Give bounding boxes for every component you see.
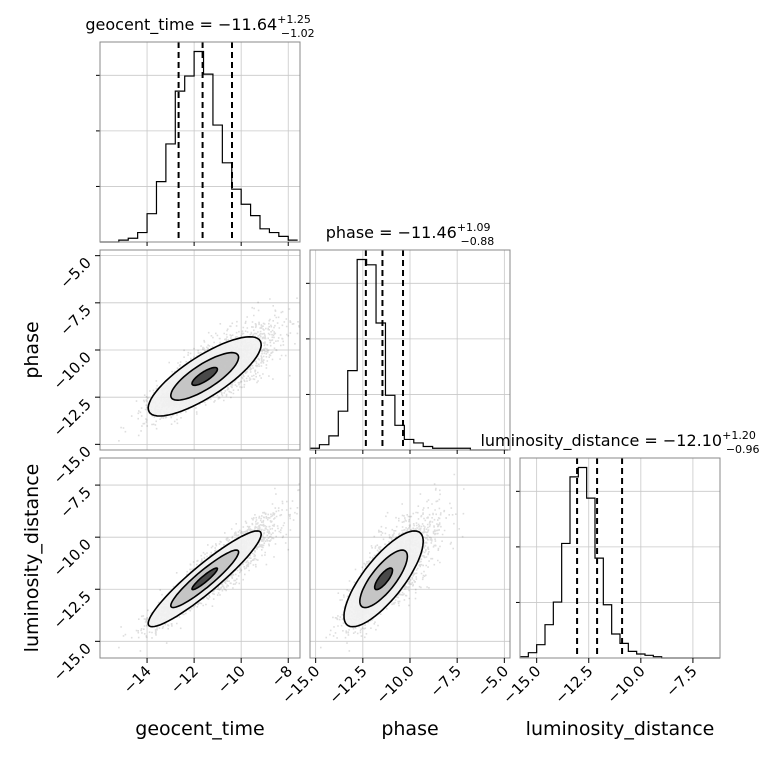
panel-frame xyxy=(99,457,301,659)
y-axis-label-luminosity_distance: luminosity_distance xyxy=(21,464,43,653)
x-tick-label-luminosity_distance-2: −10.0 xyxy=(603,662,648,707)
histogram-panel-luminosity_distance xyxy=(516,457,721,659)
contour-level-2 xyxy=(191,567,219,591)
title-main: geocent_time = −11.64 xyxy=(85,15,277,35)
histogram-steps xyxy=(310,258,509,451)
title-upper: +1.09 xyxy=(457,221,491,234)
panel-content xyxy=(100,250,300,450)
title-upper: +1.25 xyxy=(277,13,311,26)
contour-level-2 xyxy=(191,366,219,387)
title-upper: +1.20 xyxy=(722,429,756,442)
x-tick-label-geocent_time-0: −14 xyxy=(120,662,155,697)
title-lower: −0.88 xyxy=(461,235,495,248)
y-tick-label-phase-2: −10.0 xyxy=(50,348,95,393)
y-tick-label-phase-1: −12.5 xyxy=(50,395,95,440)
y-axis-label-phase: phase xyxy=(21,321,43,378)
title-main: luminosity_distance = −12.10 xyxy=(480,431,722,451)
panel-frame xyxy=(99,41,301,243)
y-tick-label-phase-0: −15.0 xyxy=(50,442,95,487)
title-lower: −1.02 xyxy=(281,27,315,40)
title-lower: −0.96 xyxy=(726,443,760,456)
x-tick-label-phase-3: −7.5 xyxy=(427,662,465,700)
2d-panel-phase-vs-luminosity_distance xyxy=(309,457,511,659)
panel-frame xyxy=(519,457,721,659)
x-tick-label-luminosity_distance-3: −7.5 xyxy=(662,662,700,700)
y-tick-label-luminosity_distance-3: −7.5 xyxy=(56,483,94,521)
2d-panel-geocent_time-vs-luminosity_distance xyxy=(99,457,301,659)
x-axis-label-geocent_time: geocent_time xyxy=(135,718,264,740)
x-tick-label-phase-1: −12.5 xyxy=(325,662,370,707)
2d-panel-geocent_time-vs-phase xyxy=(99,249,301,451)
y-tick-label-phase-3: −7.5 xyxy=(56,301,94,339)
contour-level-2 xyxy=(373,567,394,591)
histogram-steps xyxy=(100,50,298,243)
x-tick-label-geocent_time-2: −10 xyxy=(214,662,249,697)
x-axis-label-luminosity_distance: luminosity_distance xyxy=(526,718,715,740)
panel-content xyxy=(310,458,510,658)
histogram-panel-geocent_time xyxy=(96,41,301,243)
x-tick-label-luminosity_distance-1: −12.5 xyxy=(551,662,596,707)
panel-title-phase: phase = −11.46+1.09 −0.88 xyxy=(326,221,495,248)
histogram-steps xyxy=(520,466,720,659)
panel-content xyxy=(100,458,300,658)
histogram-panel-phase xyxy=(306,249,511,451)
title-main: phase = −11.46 xyxy=(326,223,457,242)
panel-title-geocent_time: geocent_time = −11.64+1.25 −1.02 xyxy=(85,13,314,40)
y-tick-label-luminosity_distance-1: −12.5 xyxy=(50,587,95,632)
x-tick-label-phase-2: −10.0 xyxy=(373,662,418,707)
y-tick-label-luminosity_distance-0: −15.0 xyxy=(50,639,95,684)
y-tick-label-luminosity_distance-2: −10.0 xyxy=(50,535,95,580)
y-tick-label-phase-4: −5.0 xyxy=(56,254,94,292)
x-axis-label-phase: phase xyxy=(381,718,438,740)
panel-title-luminosity_distance: luminosity_distance = −12.10+1.20 −0.96 xyxy=(480,429,759,456)
x-tick-label-geocent_time-1: −12 xyxy=(167,662,202,697)
